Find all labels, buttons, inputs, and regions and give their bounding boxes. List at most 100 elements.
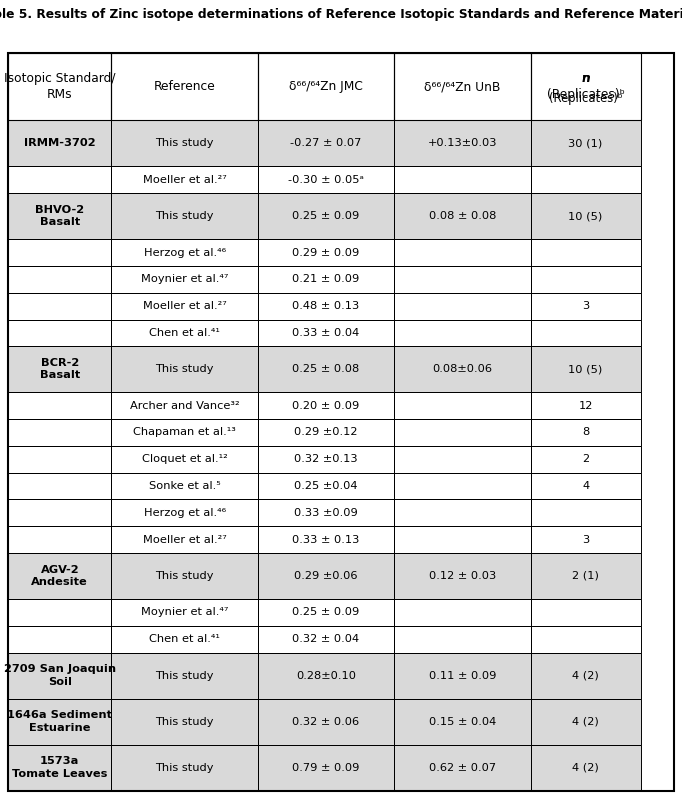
- Text: Herzog et al.⁴⁶: Herzog et al.⁴⁶: [143, 248, 226, 257]
- Text: 0.20 ± 0.09: 0.20 ± 0.09: [293, 401, 359, 410]
- Bar: [111, 239, 258, 266]
- Bar: [258, 292, 394, 320]
- Bar: [258, 167, 394, 193]
- Text: 0.08±0.06: 0.08±0.06: [432, 364, 492, 375]
- Bar: [111, 193, 258, 239]
- Text: Archer and Vance³²: Archer and Vance³²: [130, 401, 239, 410]
- Bar: [258, 744, 394, 791]
- Text: 0.62 ± 0.07: 0.62 ± 0.07: [429, 763, 496, 772]
- Text: 4 (2): 4 (2): [572, 717, 599, 727]
- Text: 0.79 ± 0.09: 0.79 ± 0.09: [293, 763, 359, 772]
- Text: 10 (5): 10 (5): [569, 364, 603, 375]
- Text: 0.29 ±0.12: 0.29 ±0.12: [294, 427, 358, 438]
- Text: -0.30 ± 0.05ᵃ: -0.30 ± 0.05ᵃ: [288, 175, 364, 185]
- Bar: [394, 167, 531, 193]
- Text: 0.33 ± 0.13: 0.33 ± 0.13: [293, 535, 359, 544]
- Bar: [111, 346, 258, 392]
- Text: 30 (1): 30 (1): [569, 139, 603, 148]
- Bar: [394, 553, 531, 599]
- Bar: [394, 239, 531, 266]
- Text: 1573a
Tomate Leaves: 1573a Tomate Leaves: [12, 756, 108, 779]
- Text: This study: This study: [155, 571, 214, 581]
- Text: 0.25 ± 0.09: 0.25 ± 0.09: [293, 607, 359, 618]
- Bar: [531, 653, 640, 699]
- Bar: [8, 167, 111, 193]
- Bar: [258, 193, 394, 239]
- Text: Moynier et al.⁴⁷: Moynier et al.⁴⁷: [141, 607, 228, 618]
- Bar: [394, 626, 531, 653]
- Text: 12: 12: [578, 401, 593, 410]
- Bar: [394, 266, 531, 292]
- Bar: [394, 419, 531, 446]
- Bar: [111, 53, 258, 120]
- Bar: [531, 599, 640, 626]
- Bar: [111, 699, 258, 744]
- Text: 2709 San Joaquin
Soil: 2709 San Joaquin Soil: [3, 665, 116, 687]
- Bar: [531, 292, 640, 320]
- Bar: [8, 473, 111, 500]
- Bar: [111, 653, 258, 699]
- Text: BHVO-2
Basalt: BHVO-2 Basalt: [35, 205, 85, 227]
- Bar: [8, 744, 111, 791]
- Bar: [394, 500, 531, 526]
- Bar: [531, 167, 640, 193]
- Text: -0.27 ± 0.07: -0.27 ± 0.07: [291, 139, 361, 148]
- Bar: [258, 699, 394, 744]
- Bar: [531, 473, 640, 500]
- Text: Chapaman et al.¹³: Chapaman et al.¹³: [133, 427, 236, 438]
- Bar: [531, 626, 640, 653]
- Bar: [258, 419, 394, 446]
- Bar: [394, 699, 531, 744]
- Bar: [531, 320, 640, 346]
- Text: n: n: [581, 73, 590, 85]
- Bar: [258, 500, 394, 526]
- Bar: [111, 392, 258, 419]
- Text: 8: 8: [582, 427, 589, 438]
- Text: 0.29 ± 0.09: 0.29 ± 0.09: [293, 248, 359, 257]
- Text: 0.25 ±0.04: 0.25 ±0.04: [294, 481, 358, 491]
- Bar: [394, 446, 531, 473]
- Bar: [394, 53, 531, 120]
- Text: This study: This study: [155, 763, 214, 772]
- Text: Reference: Reference: [153, 80, 216, 93]
- Bar: [531, 392, 640, 419]
- Text: Cloquet et al.¹²: Cloquet et al.¹²: [142, 454, 228, 464]
- Text: 0.11 ± 0.09: 0.11 ± 0.09: [429, 670, 496, 681]
- Bar: [531, 419, 640, 446]
- Text: δ⁶⁶/⁶⁴Zn JMC: δ⁶⁶/⁶⁴Zn JMC: [289, 80, 363, 93]
- Text: 0.32 ± 0.06: 0.32 ± 0.06: [293, 717, 359, 727]
- Bar: [394, 392, 531, 419]
- Text: 0.15 ± 0.04: 0.15 ± 0.04: [429, 717, 496, 727]
- Bar: [8, 446, 111, 473]
- Bar: [258, 526, 394, 553]
- Bar: [258, 53, 394, 120]
- Bar: [258, 120, 394, 167]
- Text: Moeller et al.²⁷: Moeller et al.²⁷: [143, 301, 226, 311]
- Bar: [8, 419, 111, 446]
- Text: +0.13±0.03: +0.13±0.03: [428, 139, 497, 148]
- Text: 3: 3: [582, 535, 589, 544]
- Text: 2: 2: [582, 454, 589, 464]
- Text: 10 (5): 10 (5): [569, 211, 603, 221]
- Text: 0.48 ± 0.13: 0.48 ± 0.13: [293, 301, 359, 311]
- Text: 0.28±0.10: 0.28±0.10: [296, 670, 356, 681]
- Bar: [8, 292, 111, 320]
- Bar: [8, 653, 111, 699]
- Bar: [111, 473, 258, 500]
- Bar: [531, 53, 640, 120]
- Text: Isotopic Standard/
RMs: Isotopic Standard/ RMs: [4, 73, 115, 101]
- Text: This study: This study: [155, 364, 214, 375]
- Bar: [111, 744, 258, 791]
- Bar: [8, 320, 111, 346]
- Bar: [111, 167, 258, 193]
- Bar: [8, 193, 111, 239]
- Bar: [531, 500, 640, 526]
- Text: 0.25 ± 0.09: 0.25 ± 0.09: [293, 211, 359, 221]
- Bar: [111, 266, 258, 292]
- Text: 0.12 ± 0.03: 0.12 ± 0.03: [429, 571, 496, 581]
- Text: 4 (2): 4 (2): [572, 763, 599, 772]
- Text: AGV-2
Andesite: AGV-2 Andesite: [31, 565, 88, 587]
- Bar: [258, 320, 394, 346]
- Bar: [531, 239, 640, 266]
- Bar: [258, 392, 394, 419]
